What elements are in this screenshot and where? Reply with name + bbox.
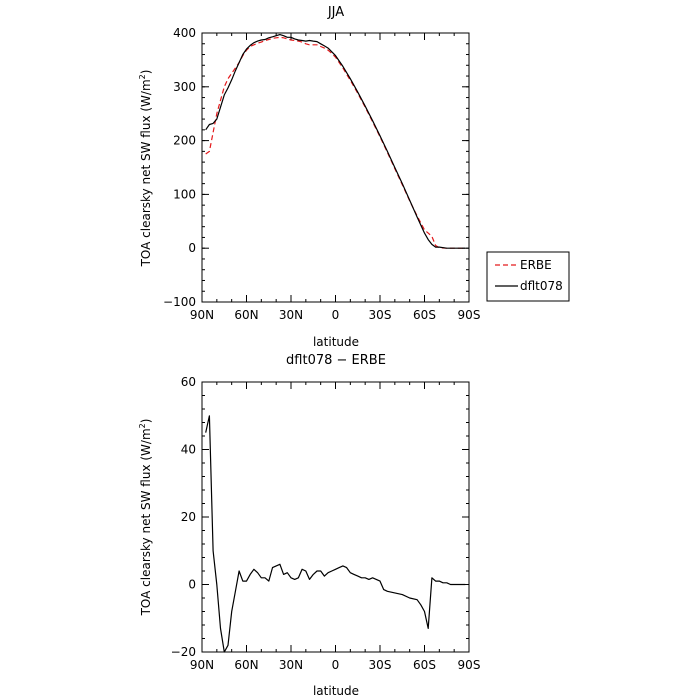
bottom-x-tick-label: 90S [458, 658, 481, 672]
bottom-series-lines [205, 415, 466, 653]
top-x-tick-label: 30N [279, 308, 303, 322]
bottom-x-tick-label: 30N [279, 658, 303, 672]
bottom-series-line-0 [205, 415, 466, 653]
top-x-tick-label: 60S [413, 308, 436, 322]
legend-label-erbe: ERBE [520, 258, 552, 272]
bottom-y-tick-label: 60 [181, 375, 196, 389]
top-x-axis: 90N 60N 30N 0 30S 60S 90S [190, 33, 481, 322]
bottom-x-tick-label: 30S [369, 658, 392, 672]
top-y-tick-label: 0 [188, 241, 196, 255]
bottom-x-tick-label: 90N [190, 658, 214, 672]
bottom-y-tick-label: 40 [181, 443, 196, 457]
bottom-y-axis-label: TOA clearsky net SW flux (W/m2) [138, 419, 153, 617]
top-x-axis-label: latitude [313, 335, 359, 349]
top-y-tick-label: 100 [173, 187, 196, 201]
top-x-tick-label: 30S [369, 308, 392, 322]
bottom-x-axis: 90N 60N 30N 0 30S 60S 90S [190, 382, 481, 672]
legend-label-dflt078: dflt078 [520, 279, 563, 293]
bottom-chart-title: dflt078 − ERBE [286, 353, 386, 368]
top-chart-title: JJA [327, 5, 344, 20]
bottom-x-tick-label: 60S [413, 658, 436, 672]
top-x-tick-label: 60N [234, 308, 258, 322]
bottom-y-tick-label: 20 [181, 510, 196, 524]
top-y-tick-label: 400 [173, 26, 196, 40]
bottom-y-tick-label: −20 [171, 645, 196, 659]
legend: ERBE dflt078 [486, 251, 570, 302]
top-x-tick-label: 0 [332, 308, 340, 322]
bottom-y-axis: −20 0 20 40 60 [171, 375, 469, 659]
bottom-x-tick-label: 60N [234, 658, 258, 672]
bottom-chart: dflt078 − ERBE −20 0 20 40 60 90N 60N 30N 0 30S 6… [138, 353, 480, 698]
bottom-y-tick-label: 0 [188, 578, 196, 592]
top-series-line-dflt078 [205, 33, 466, 249]
top-series-line-erbe [205, 36, 466, 249]
legend-box [486, 251, 570, 302]
top-plot-area [201, 32, 470, 303]
bottom-x-tick-label: 0 [332, 658, 340, 672]
top-y-tick-label: 300 [173, 80, 196, 94]
top-y-tick-label: 200 [173, 134, 196, 148]
top-y-axis-label: TOA clearsky net SW flux (W/m2) [138, 70, 153, 268]
top-y-axis: −100 0 100 200 300 400 [163, 26, 469, 309]
top-series-lines [205, 33, 466, 249]
bottom-x-axis-label: latitude [313, 684, 359, 698]
top-x-tick-label: 90S [458, 308, 481, 322]
top-y-tick-label: −100 [163, 295, 196, 309]
top-x-tick-label: 90N [190, 308, 214, 322]
